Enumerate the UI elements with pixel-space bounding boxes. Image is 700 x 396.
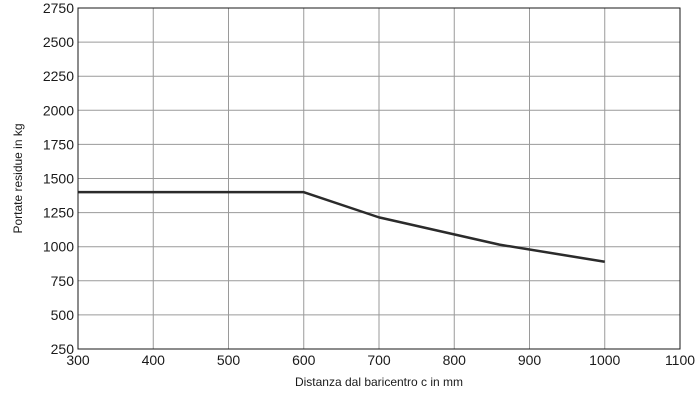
y-tick-label: 1000	[43, 239, 74, 255]
x-axis-label: Distanza dal baricentro c in mm	[295, 375, 463, 389]
grid-layer	[77, 7, 681, 350]
y-tick-label: 2500	[43, 34, 74, 50]
y-tick-labels: 250 500 750 1000 1250 1500 1750 2000 2250 2500 275…	[43, 0, 74, 357]
x-tick-label: 300	[66, 352, 90, 368]
y-tick-label: 1500	[43, 171, 74, 187]
y-tick-label: 1250	[43, 205, 74, 221]
x-tick-label: 700	[367, 352, 391, 368]
x-tick-label: 400	[142, 352, 166, 368]
y-tick-label: 2250	[43, 68, 74, 84]
x-tick-label: 600	[292, 352, 316, 368]
x-tick-label: 1000	[589, 352, 620, 368]
y-tick-label: 1750	[43, 136, 74, 152]
x-tick-label: 1100	[665, 352, 695, 368]
y-tick-label: 2750	[43, 0, 74, 16]
series-line	[78, 190, 605, 263]
x-tick-labels: 300 400 500 600 700 800 900 1000 1100	[66, 352, 695, 368]
y-axis-label: Portate residue in kg	[11, 123, 25, 233]
y-tick-label: 250	[51, 341, 75, 357]
x-tick-label: 500	[217, 352, 241, 368]
y-tick-label: 500	[51, 307, 75, 323]
series-layer	[78, 190, 605, 263]
x-tick-label: 800	[443, 352, 467, 368]
x-tick-label: 900	[518, 352, 542, 368]
plot-frame	[77, 7, 681, 350]
y-tick-label: 2000	[43, 102, 74, 118]
y-tick-label: 750	[51, 273, 75, 289]
